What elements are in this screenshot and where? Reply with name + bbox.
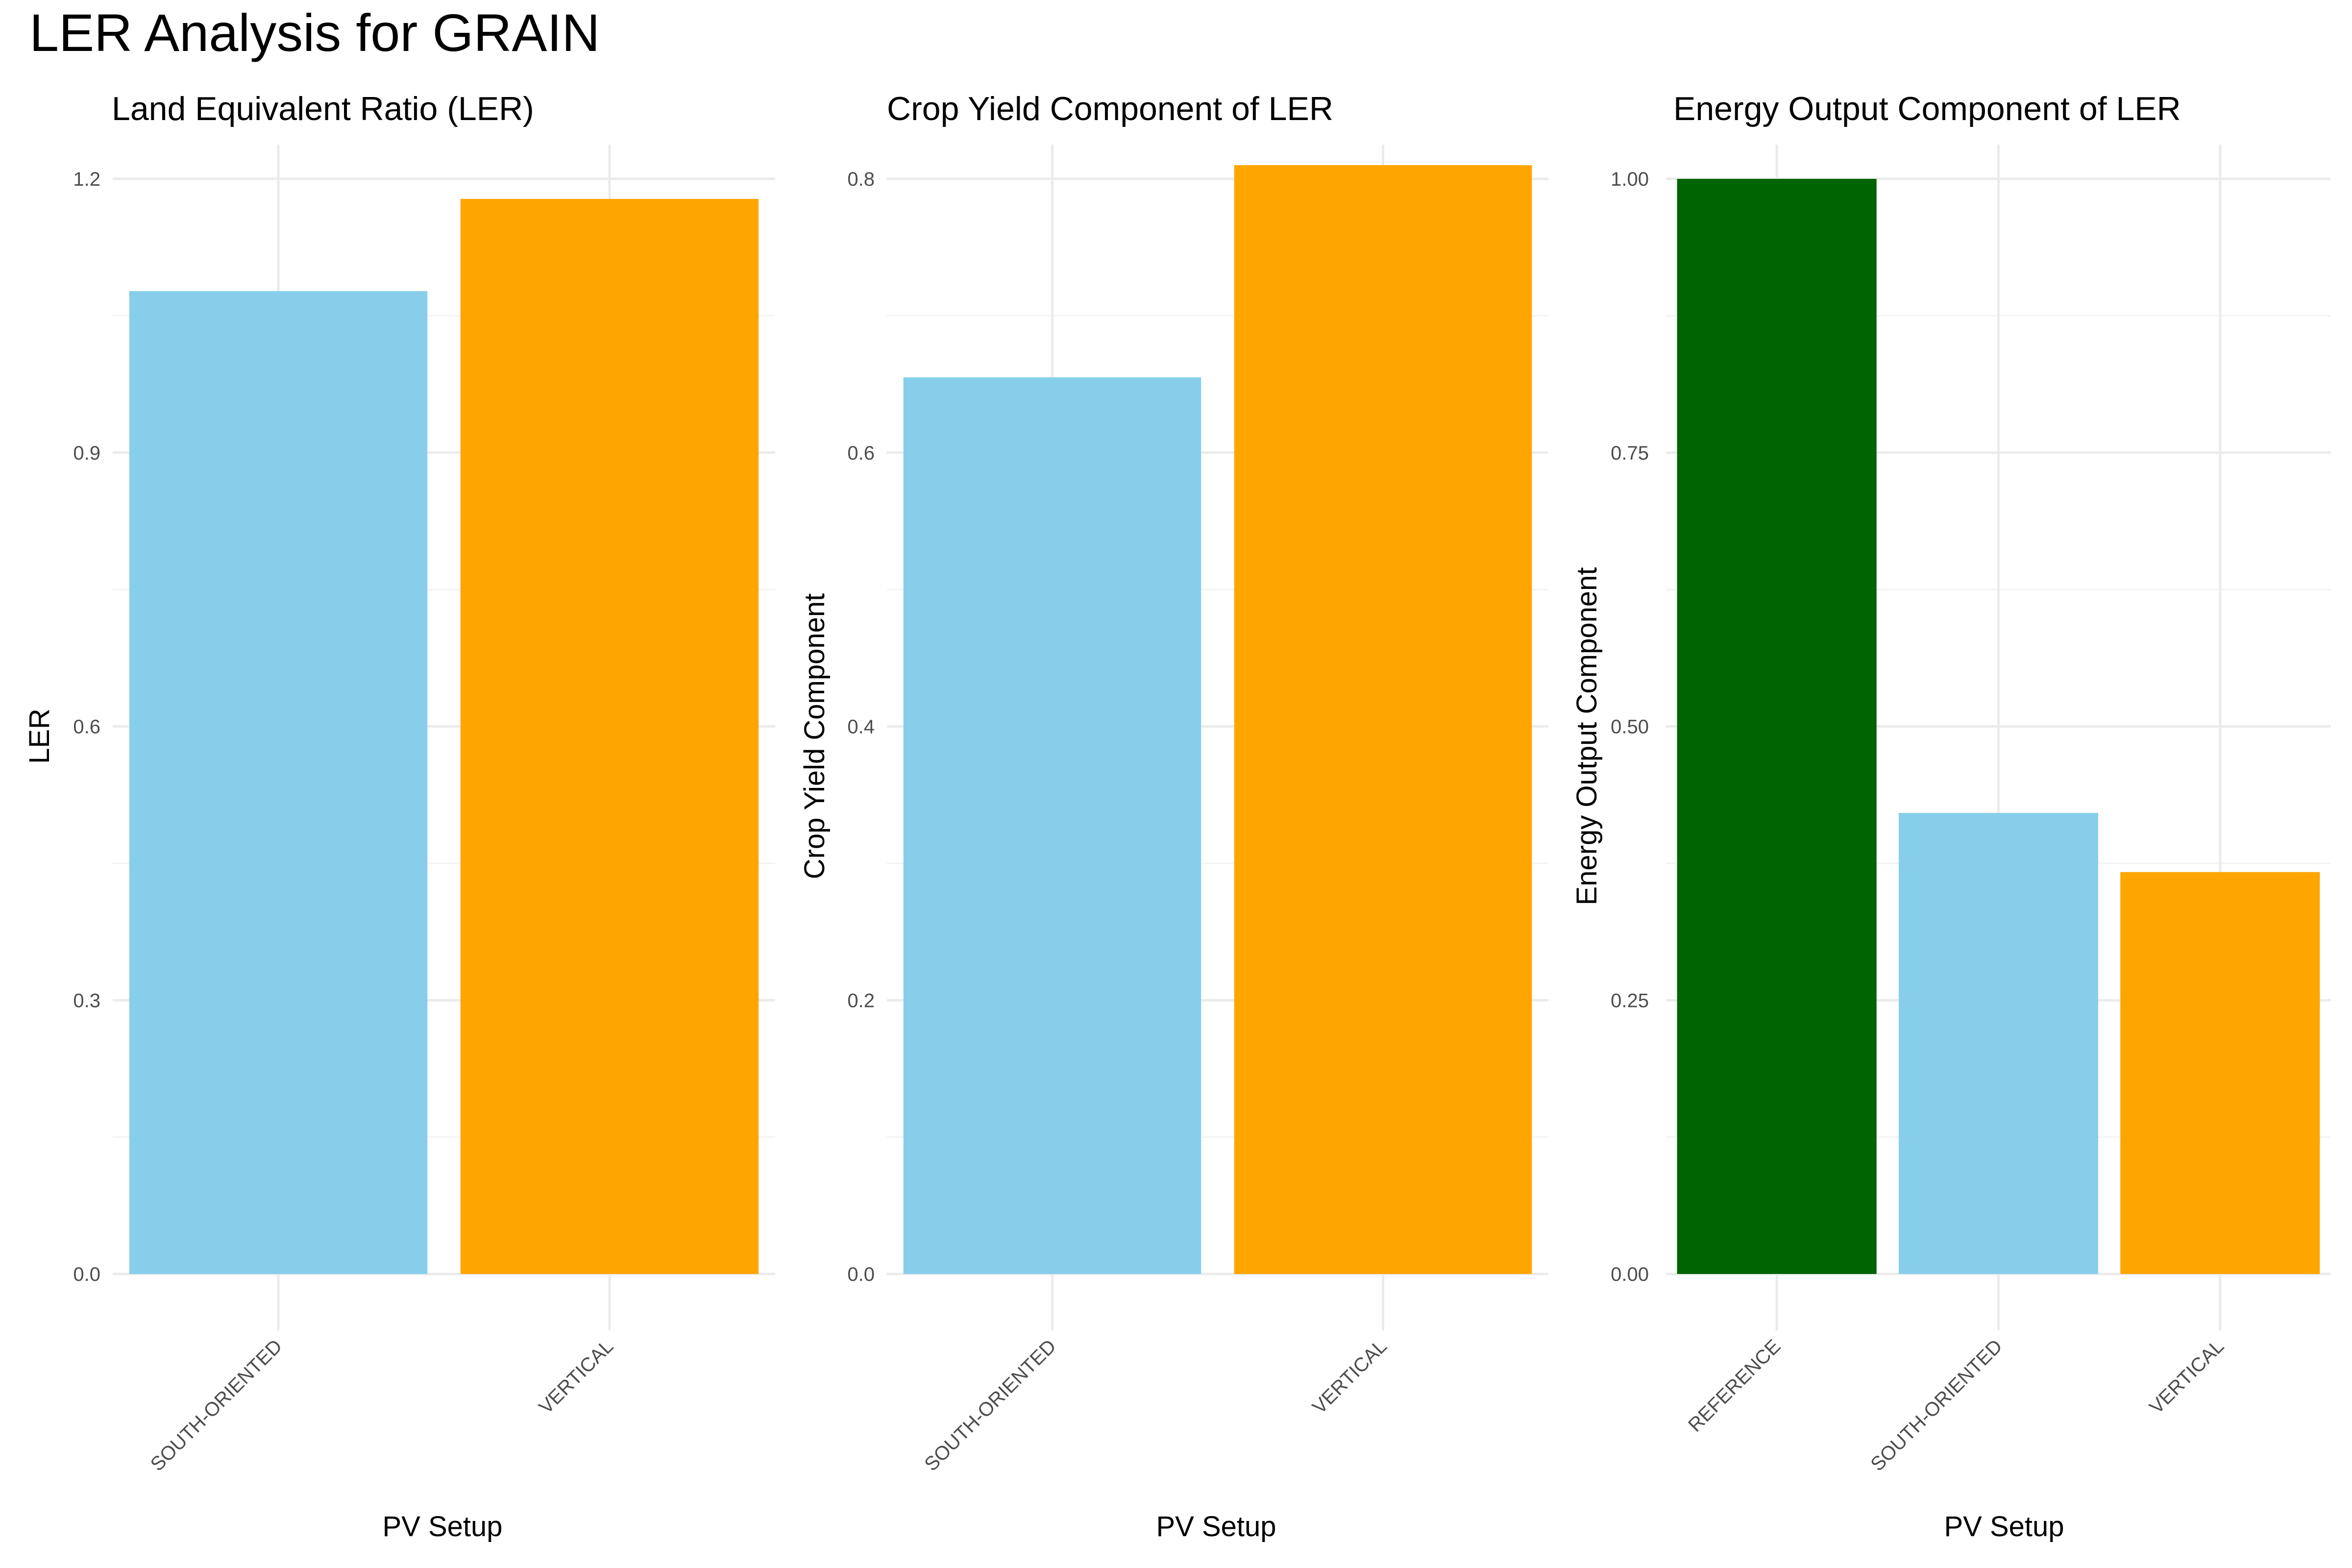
figure-title: LER Analysis for GRAIN — [29, 3, 600, 62]
x-tick-label: SOUTH-ORIENTED — [920, 1335, 1060, 1475]
x-tick-label: VERTICAL — [1308, 1335, 1391, 1418]
y-tick-label: 0.9 — [73, 442, 100, 464]
x-tick-label: VERTICAL — [535, 1335, 617, 1418]
x-axis-title: PV Setup — [1944, 1511, 2064, 1543]
bar-reference — [1677, 179, 1877, 1274]
y-tick-label: 0.2 — [847, 990, 875, 1011]
y-tick-label: 0.75 — [1611, 442, 1649, 464]
bar-vertical — [460, 198, 759, 1274]
bar-vertical — [2120, 872, 2320, 1274]
y-tick-label: 0.50 — [1611, 716, 1649, 738]
y-tick-label: 0.3 — [73, 990, 100, 1011]
y-tick-label: 0.6 — [847, 442, 875, 464]
panel-energy-output-component: Energy Output Component of LER 0.00 0.25 0.… — [1571, 90, 2331, 1543]
x-tick-label: VERTICAL — [2145, 1335, 2228, 1418]
x-tick-label: SOUTH-ORIENTED — [147, 1335, 287, 1475]
y-tick-label: 0.4 — [847, 716, 875, 738]
panel-land-equivalent-ratio: Land Equivalent Ratio (LER) 0.0 0.3 0.6 0.9 1… — [24, 90, 775, 1543]
bar-south-oriented — [1898, 813, 2099, 1274]
y-tick-label: 0.8 — [847, 169, 875, 190]
bar-south-oriented — [903, 377, 1201, 1274]
y-tick-label: 0.0 — [73, 1264, 100, 1285]
y-axis-title: LER — [24, 709, 55, 764]
panel-title: Energy Output Component of LER — [1673, 90, 2181, 127]
y-axis-title: Energy Output Component — [1571, 567, 1603, 906]
panel-title: Land Equivalent Ratio (LER) — [112, 90, 534, 127]
x-axis-title: PV Setup — [382, 1511, 502, 1543]
bar-south-oriented — [129, 291, 428, 1274]
x-tick-label: SOUTH-ORIENTED — [1866, 1335, 2007, 1475]
panel-title: Crop Yield Component of LER — [887, 90, 1333, 127]
bar-vertical — [1234, 165, 1532, 1274]
y-tick-label: 1.2 — [73, 169, 100, 190]
y-tick-label: 0.25 — [1611, 990, 1649, 1011]
x-axis-title: PV Setup — [1156, 1511, 1276, 1543]
y-tick-label: 1.00 — [1611, 169, 1649, 190]
y-axis-title: Crop Yield Component — [799, 593, 831, 880]
panel-crop-yield-component: Crop Yield Component of LER 0.0 0.2 0.4 0.6 0… — [799, 90, 1548, 1543]
y-tick-label: 0.00 — [1611, 1264, 1649, 1285]
x-tick-label: REFERENCE — [1684, 1335, 1785, 1436]
y-tick-label: 0.0 — [847, 1264, 875, 1285]
y-tick-label: 0.6 — [73, 716, 100, 738]
